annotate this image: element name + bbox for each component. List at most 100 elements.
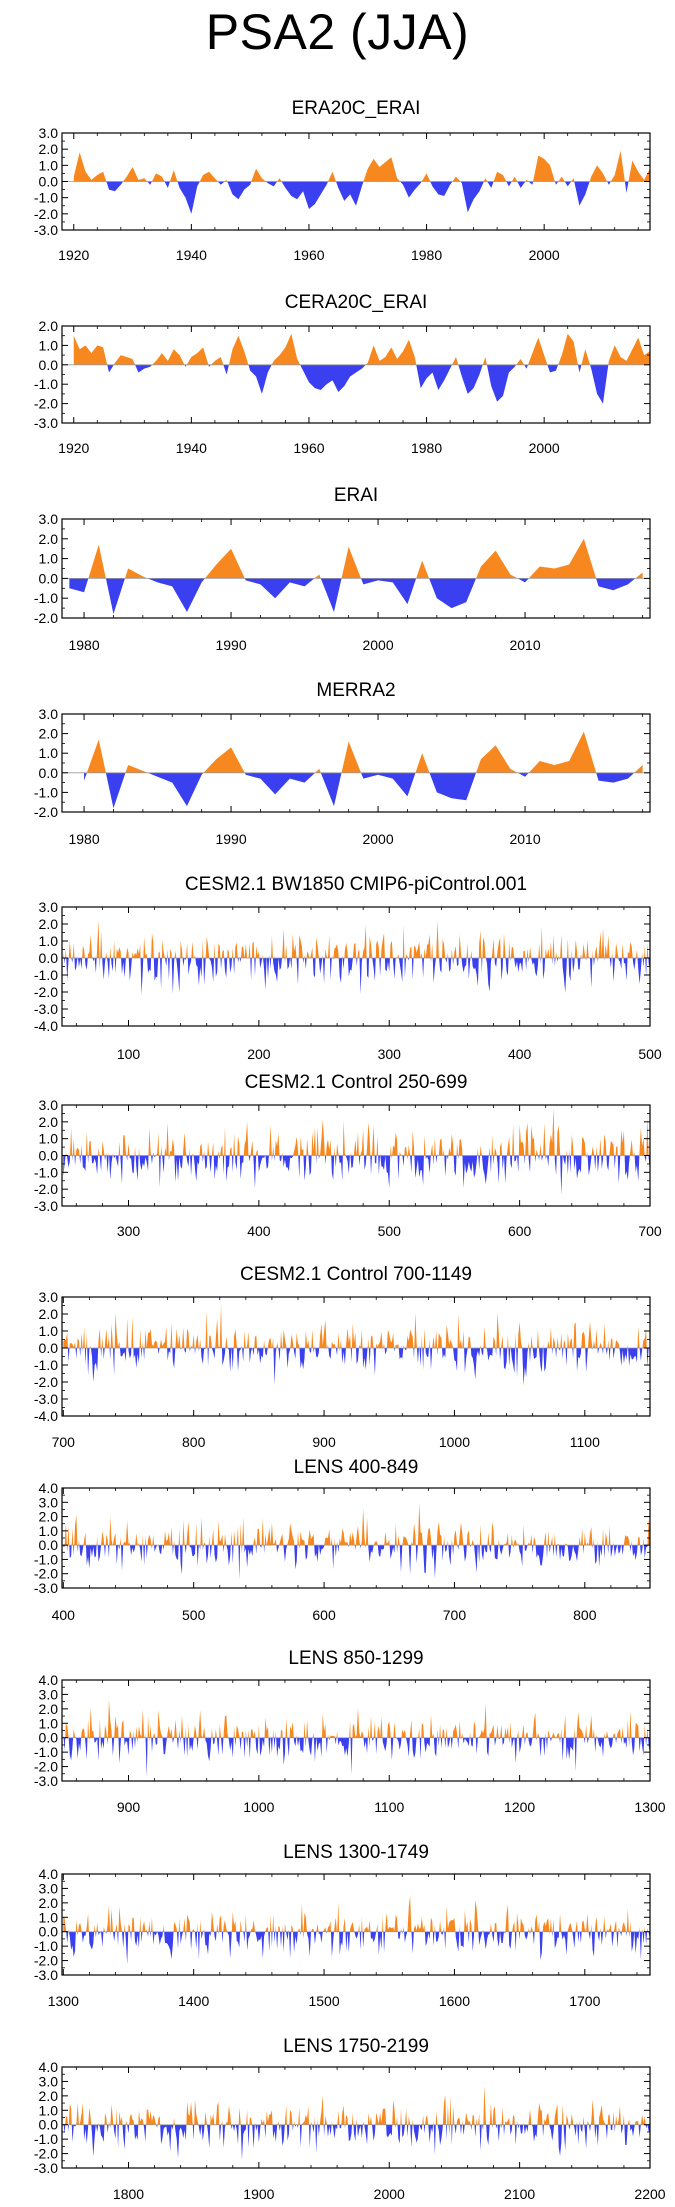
y-tick-label: 2.0 bbox=[39, 726, 59, 742]
y-tick-label: -3.0 bbox=[34, 1391, 58, 1407]
y-tick-label: 0.0 bbox=[39, 357, 59, 373]
negative-area bbox=[63, 1348, 650, 1386]
negative-area bbox=[69, 578, 636, 615]
chart-panel: CESM2.1 Control 250-6993.02.01.00.0-1.0-… bbox=[34, 1072, 662, 1239]
y-tick-label: 2.0 bbox=[39, 1895, 59, 1911]
y-tick-label: 4.0 bbox=[39, 1480, 59, 1496]
x-tick-label: 1980 bbox=[411, 247, 442, 263]
chart-panel: MERRA2 3.0 2.0 1.0 0.0 -1.0 -2.0 1980 1990 2000 20… bbox=[34, 680, 651, 847]
chart-title: LENS 850-1299 bbox=[288, 1648, 423, 1669]
y-tick-label: 0.0 bbox=[39, 1924, 59, 1940]
chart-panel: LENS 850-1299 4.03.02.01.00.0-1.0-2.0-3.0… bbox=[34, 1648, 666, 1815]
positive-area bbox=[73, 150, 650, 182]
x-tick-label: 2010 bbox=[509, 831, 540, 847]
y-tick-label: 3.0 bbox=[39, 1494, 59, 1510]
y-tick-label: 0.0 bbox=[39, 765, 59, 781]
y-tick-label: -2.0 bbox=[34, 1374, 58, 1390]
chart-title: CESM2.1 BW1850 CMIP6-piControl.001 bbox=[185, 874, 527, 895]
y-tick-label: -1.0 bbox=[34, 967, 58, 983]
y-tick-label: 1.0 bbox=[39, 745, 59, 761]
y-tick-label: -2.0 bbox=[34, 1181, 58, 1197]
x-tick-label: 2200 bbox=[634, 2186, 665, 2202]
x-tick-label: 400 bbox=[508, 1046, 532, 1062]
chart-title: CESM2.1 Control 700-1149 bbox=[240, 1264, 472, 1285]
y-tick-label: 2.0 bbox=[39, 2088, 59, 2104]
chart-panel: CESM2.1 Control 700-1149 3.02.01.00.0-1.0… bbox=[34, 1264, 651, 1450]
y-tick-label: -2.0 bbox=[34, 804, 58, 820]
x-tick-label: 1960 bbox=[293, 440, 324, 456]
x-tick-label: 100 bbox=[117, 1046, 141, 1062]
positive-area bbox=[63, 1895, 650, 1932]
x-tick-label: 1400 bbox=[178, 1993, 209, 2009]
y-tick-label: 2.0 bbox=[39, 1114, 59, 1130]
y-tick-label: 3.0 bbox=[39, 1686, 59, 1702]
y-tick-label: 2.0 bbox=[39, 1509, 59, 1525]
x-tick-label: 1980 bbox=[411, 440, 442, 456]
negative-area bbox=[63, 1155, 650, 1195]
y-tick-label: 4.0 bbox=[39, 1672, 59, 1688]
y-tick-label: -2.0 bbox=[34, 1759, 58, 1775]
y-tick-label: 1.0 bbox=[39, 1715, 59, 1731]
x-tick-label: 300 bbox=[378, 1046, 402, 1062]
x-tick-label: 2000 bbox=[529, 247, 560, 263]
x-tick-label: 800 bbox=[182, 1434, 206, 1450]
positive-area bbox=[86, 731, 643, 773]
x-tick-label: 2100 bbox=[504, 2186, 535, 2202]
y-tick-label: 3.0 bbox=[39, 1880, 59, 1896]
negative-area bbox=[63, 1545, 648, 1580]
y-tick-label: 2.0 bbox=[39, 916, 59, 932]
y-tick-label: 3.0 bbox=[39, 1289, 59, 1305]
y-tick-label: 3.0 bbox=[39, 2073, 59, 2089]
y-tick-label: -3.0 bbox=[34, 222, 58, 238]
x-tick-label: 2000 bbox=[374, 2186, 405, 2202]
y-tick-label: 0.0 bbox=[39, 570, 59, 586]
y-tick-label: -1.0 bbox=[34, 590, 58, 606]
y-tick-label: -1.0 bbox=[34, 1357, 58, 1373]
x-tick-label: 1500 bbox=[308, 1993, 339, 2009]
y-tick-label: 2.0 bbox=[39, 141, 59, 157]
x-tick-label: 900 bbox=[117, 1799, 141, 1815]
y-tick-label: -1.0 bbox=[34, 2131, 58, 2147]
y-tick-label: -2.0 bbox=[34, 1566, 58, 1582]
x-tick-label: 1300 bbox=[48, 1993, 79, 2009]
chart-title: LENS 1750-2199 bbox=[283, 2036, 429, 2057]
y-tick-label: -3.0 bbox=[34, 1001, 58, 1017]
chart-title: ERAI bbox=[334, 485, 378, 506]
x-tick-label: 2000 bbox=[362, 831, 393, 847]
x-tick-label: 400 bbox=[247, 1223, 271, 1239]
x-tick-label: 2010 bbox=[509, 637, 540, 653]
y-tick-label: 3.0 bbox=[39, 899, 59, 915]
x-tick-label: 900 bbox=[312, 1434, 336, 1450]
y-tick-label: 0.0 bbox=[39, 1537, 59, 1553]
x-tick-label: 1980 bbox=[68, 831, 99, 847]
chart-panel: LENS 1300-1749 4.03.02.01.00.0-1.0-2.0-3.… bbox=[34, 1842, 651, 2009]
x-tick-label: 1920 bbox=[58, 247, 89, 263]
y-tick-label: 3.0 bbox=[39, 511, 59, 527]
y-tick-label: -3.0 bbox=[34, 415, 58, 431]
y-tick-label: -2.0 bbox=[34, 984, 58, 1000]
y-tick-label: 3.0 bbox=[39, 125, 59, 141]
x-tick-label: 300 bbox=[117, 1223, 141, 1239]
x-tick-label: 1990 bbox=[215, 831, 246, 847]
chart-title: CERA20C_ERAI bbox=[285, 292, 428, 313]
x-tick-label: 700 bbox=[443, 1607, 467, 1623]
x-tick-label: 600 bbox=[508, 1223, 532, 1239]
x-tick-label: 700 bbox=[52, 1434, 76, 1450]
y-tick-label: -1.0 bbox=[34, 784, 58, 800]
x-tick-label: 1300 bbox=[634, 1799, 665, 1815]
y-tick-label: -1.0 bbox=[34, 1551, 58, 1567]
y-tick-label: 1.0 bbox=[39, 1909, 59, 1925]
x-tick-label: 700 bbox=[638, 1223, 662, 1239]
x-tick-label: 1800 bbox=[113, 2186, 144, 2202]
chart-title: LENS 400-849 bbox=[294, 1457, 419, 1478]
y-tick-label: 1.0 bbox=[39, 1523, 59, 1539]
y-tick-label: 0.0 bbox=[39, 1340, 59, 1356]
positive-area bbox=[63, 1108, 650, 1156]
x-tick-label: 1100 bbox=[374, 1799, 404, 1815]
y-tick-label: -2.0 bbox=[34, 396, 58, 412]
plot-frame bbox=[61, 1873, 651, 1976]
y-tick-label: -1.0 bbox=[34, 376, 58, 392]
y-tick-label: -1.0 bbox=[34, 1164, 58, 1180]
